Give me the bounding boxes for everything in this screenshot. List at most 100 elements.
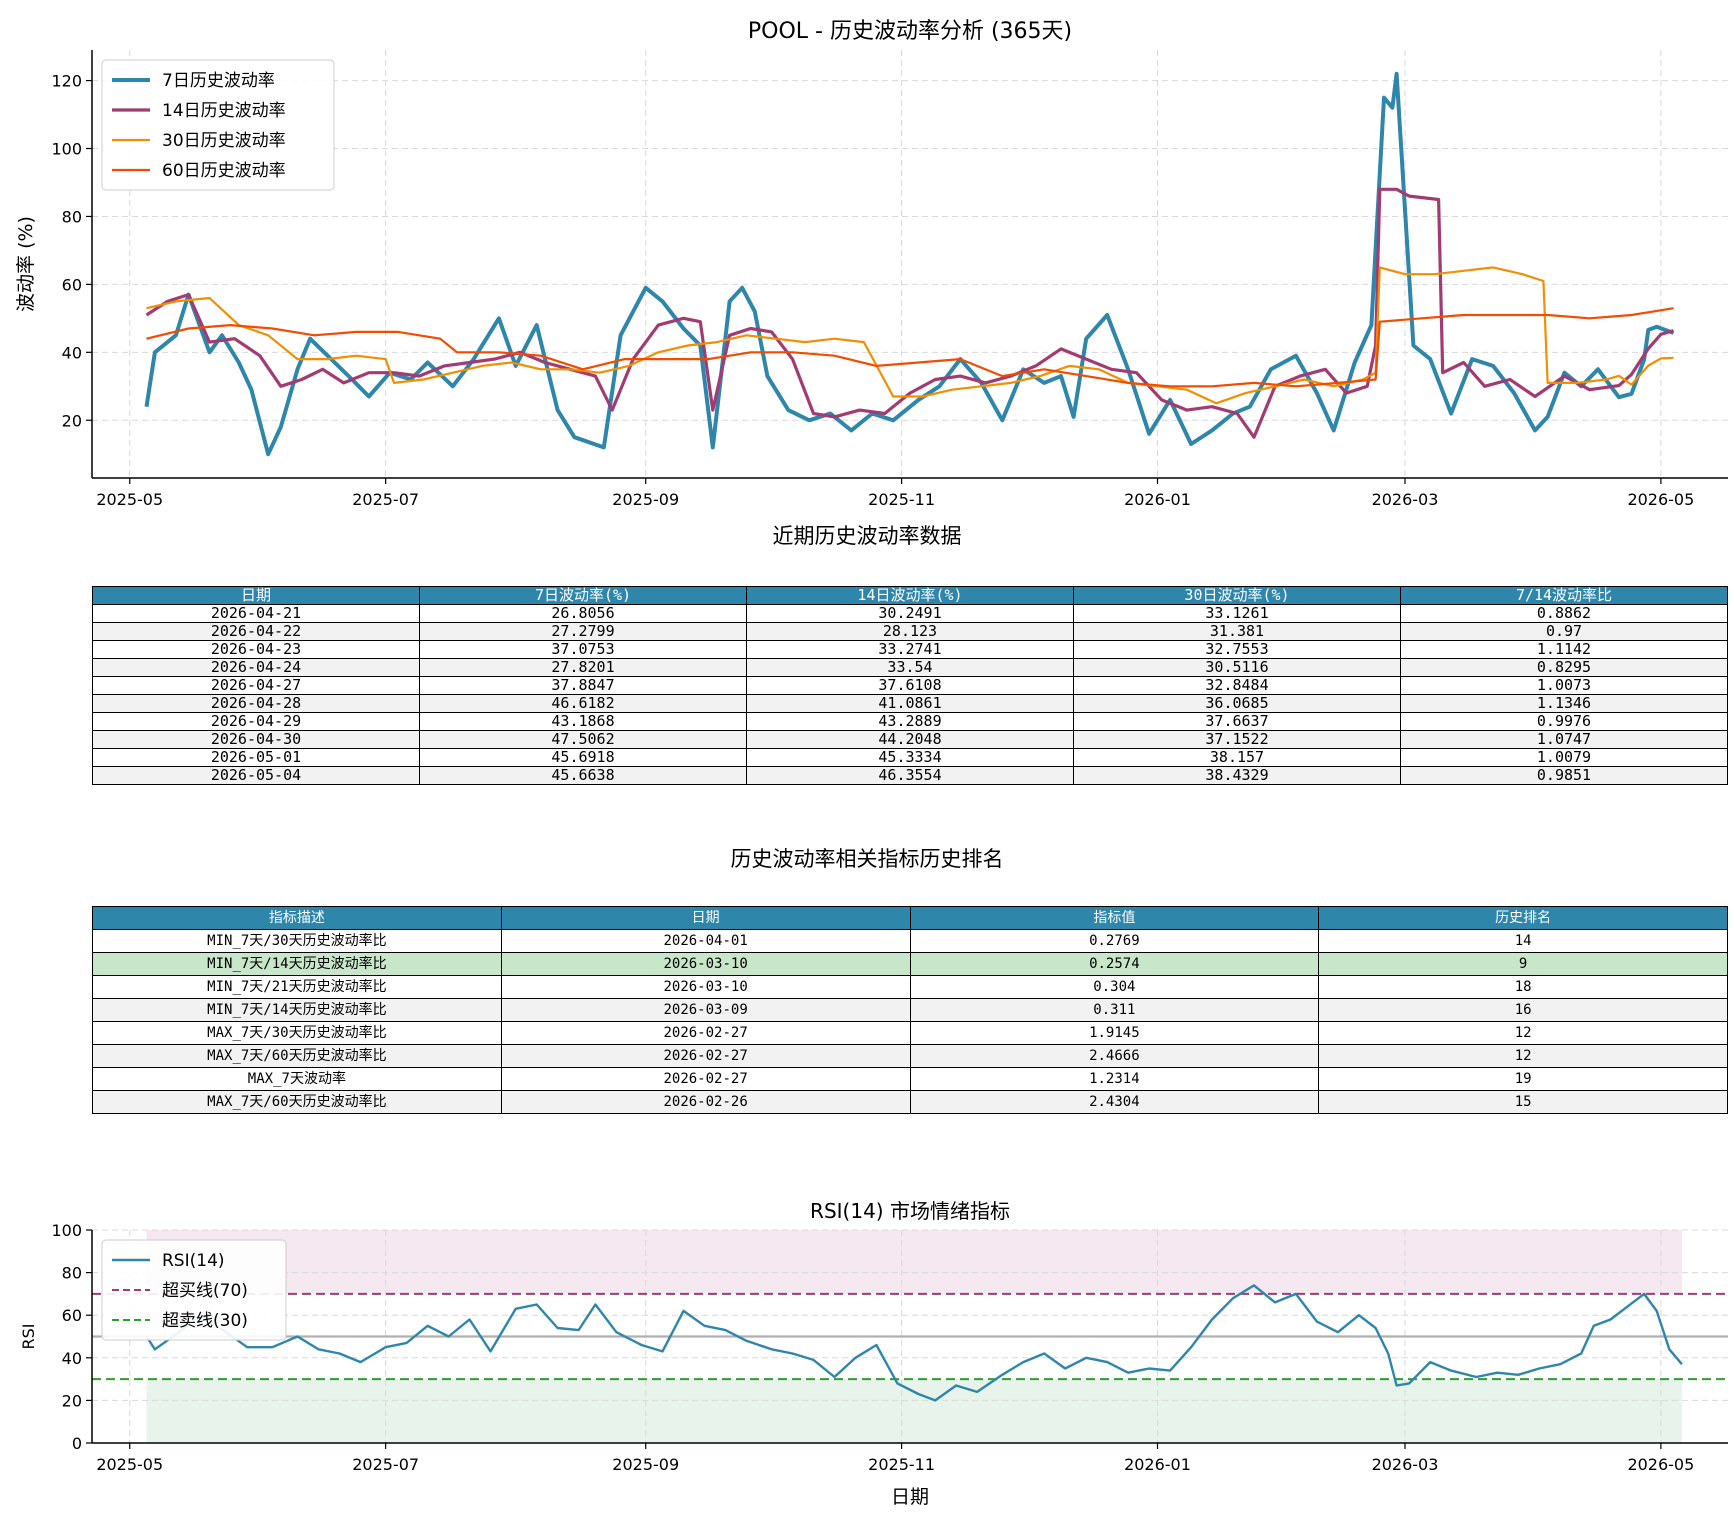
legend-label: 60日历史波动率 bbox=[162, 161, 286, 181]
table1-header-cell: 30日波动率(%) bbox=[1073, 586, 1401, 605]
x-tick-label: 2025-05 bbox=[96, 490, 163, 509]
table1-cell: 27.8201 bbox=[419, 658, 747, 677]
table-row: MAX_7天/60天历史波动率比 2026-02-26 2.4304 15 bbox=[92, 1090, 1728, 1114]
table1-cell: 30.2491 bbox=[746, 604, 1074, 623]
x-tick-label: 2026-01 bbox=[1124, 1455, 1191, 1474]
table1-cell: 1.1346 bbox=[1400, 694, 1728, 713]
x-tick-label: 2026-01 bbox=[1124, 490, 1191, 509]
table2-cell: 2026-02-27 bbox=[500, 1044, 911, 1068]
table1-title: 近期历史波动率数据 bbox=[772, 524, 962, 548]
table2-cell: 18 bbox=[1318, 975, 1728, 999]
x-tick-label: 2026-05 bbox=[1627, 1455, 1694, 1474]
y-tick-label: 0 bbox=[72, 1434, 82, 1453]
table2-cell: 2026-03-09 bbox=[500, 998, 911, 1022]
table1-header-cell: 14日波动率(%) bbox=[746, 586, 1074, 605]
table1-cell: 38.157 bbox=[1073, 748, 1401, 767]
x-tick-label: 2025-07 bbox=[352, 490, 419, 509]
table1-cell: 37.0753 bbox=[419, 640, 747, 659]
table1-cell: 43.1868 bbox=[419, 712, 747, 731]
ranking-table: 指标描述 日期 指标值 历史排名 MIN_7天/30天历史波动率比 2026-04-01… bbox=[92, 906, 1728, 1114]
table1-cell: 2026-05-01 bbox=[92, 748, 420, 767]
table1-cell: 0.97 bbox=[1400, 622, 1728, 641]
legend-label: 超卖线(30) bbox=[162, 1311, 248, 1331]
chart-title: RSI(14) 市场情绪指标 bbox=[810, 1199, 1010, 1223]
table-row: 2026-05-01 45.6918 45.3334 38.157 1.0079 bbox=[92, 748, 1728, 767]
hv14-series-line bbox=[145, 187, 1674, 439]
x-axis-label: 日期 bbox=[891, 1486, 929, 1508]
x-tick-label: 2026-03 bbox=[1372, 1455, 1439, 1474]
table2-cell: 0.2574 bbox=[909, 952, 1320, 976]
table1-cell: 47.5062 bbox=[419, 730, 747, 749]
table2-cell: 12 bbox=[1318, 1044, 1728, 1068]
table2-cell: 19 bbox=[1318, 1067, 1728, 1091]
table2-cell: 15 bbox=[1318, 1090, 1728, 1114]
x-tick-label: 2025-07 bbox=[352, 1455, 419, 1474]
legend-label: 超买线(70) bbox=[162, 1281, 248, 1301]
table1-cell: 36.0685 bbox=[1073, 694, 1401, 713]
table2-cell: 0.2769 bbox=[909, 929, 1320, 953]
table2-cell: MAX_7天/30天历史波动率比 bbox=[92, 1021, 502, 1045]
oversold-zone bbox=[146, 1379, 1682, 1443]
legend-box bbox=[101, 59, 335, 191]
table1-cell: 44.2048 bbox=[746, 730, 1074, 749]
table1-cell: 2026-04-28 bbox=[92, 694, 420, 713]
table2-cell: MIN_7天/21天历史波动率比 bbox=[92, 975, 502, 999]
table1-cell: 2026-04-29 bbox=[92, 712, 420, 731]
table2-cell: 2026-04-01 bbox=[500, 929, 911, 953]
y-tick-label: 60 bbox=[62, 1306, 82, 1325]
table1-cell: 0.8862 bbox=[1400, 604, 1728, 623]
y-tick-label: 40 bbox=[62, 343, 82, 362]
y-tick-label: 20 bbox=[62, 411, 82, 430]
table1-cell: 26.8056 bbox=[419, 604, 747, 623]
table1-cell: 45.3334 bbox=[746, 748, 1074, 767]
table2-cell: 2026-02-26 bbox=[500, 1090, 911, 1114]
table-row: 2026-04-24 27.8201 33.54 30.5116 0.8295 bbox=[92, 658, 1728, 677]
table-row: 2026-04-21 26.8056 30.2491 33.1261 0.8862 bbox=[92, 604, 1728, 623]
table1-cell: 41.0861 bbox=[746, 694, 1074, 713]
y-tick-label: 120 bbox=[51, 72, 82, 91]
table2-cell: MAX_7天/60天历史波动率比 bbox=[92, 1044, 502, 1068]
table1-cell: 37.6637 bbox=[1073, 712, 1401, 731]
table-row: MAX_7天波动率 2026-02-27 1.2314 19 bbox=[92, 1067, 1728, 1091]
table-row: 2026-05-04 45.6638 46.3554 38.4329 0.9851 bbox=[92, 766, 1728, 785]
y-tick-label: 80 bbox=[62, 1264, 82, 1283]
table1-cell: 2026-04-24 bbox=[92, 658, 420, 677]
y-tick-label: 100 bbox=[51, 1221, 82, 1240]
legend-label: 7日历史波动率 bbox=[162, 71, 275, 91]
hv60-series-line bbox=[146, 307, 1674, 388]
legend-label: 14日历史波动率 bbox=[162, 101, 286, 121]
table2-cell: 12 bbox=[1318, 1021, 1728, 1045]
table1-cell: 2026-04-27 bbox=[92, 676, 420, 695]
x-tick-label: 2026-03 bbox=[1372, 490, 1439, 509]
table2-cell: 2026-02-27 bbox=[500, 1021, 911, 1045]
table1-cell: 31.381 bbox=[1073, 622, 1401, 641]
table1-cell: 1.0747 bbox=[1400, 730, 1728, 749]
legend-label: RSI(14) bbox=[162, 1251, 225, 1271]
table1-cell: 37.8847 bbox=[419, 676, 747, 695]
chart-title: POOL - 历史波动率分析 (365天) bbox=[748, 19, 1072, 44]
x-tick-label: 2025-05 bbox=[96, 1455, 163, 1474]
table1-cell: 37.6108 bbox=[746, 676, 1074, 695]
table2-cell: 14 bbox=[1318, 929, 1728, 953]
table1-cell: 46.6182 bbox=[419, 694, 747, 713]
table2-cell: 1.9145 bbox=[909, 1021, 1320, 1045]
table1-header-cell: 7日波动率(%) bbox=[419, 586, 747, 605]
table-row: MIN_7天/14天历史波动率比 2026-03-10 0.2574 9 bbox=[92, 952, 1728, 976]
table1-cell: 45.6638 bbox=[419, 766, 747, 785]
table1-cell: 0.9976 bbox=[1400, 712, 1728, 731]
table2-cell: MAX_7天波动率 bbox=[92, 1067, 502, 1091]
y-tick-label: 100 bbox=[51, 140, 82, 159]
table2-cell: 0.311 bbox=[909, 998, 1320, 1022]
y-tick-label: 40 bbox=[62, 1349, 82, 1368]
recent-volatility-table: 日期 7日波动率(%) 14日波动率(%) 30日波动率(%) 7/14波动率比 202… bbox=[92, 586, 1728, 785]
overbought-zone bbox=[146, 1230, 1682, 1294]
legend-box bbox=[101, 1239, 287, 1341]
table2-cell: MAX_7天/60天历史波动率比 bbox=[92, 1090, 502, 1114]
table2-cell: MIN_7天/30天历史波动率比 bbox=[92, 929, 502, 953]
table1-cell: 33.2741 bbox=[746, 640, 1074, 659]
y-tick-label: 60 bbox=[62, 275, 82, 294]
table1-cell: 2026-05-04 bbox=[92, 766, 420, 785]
table2-header-cell: 历史排名 bbox=[1318, 906, 1728, 930]
table1-cell: 2026-04-21 bbox=[92, 604, 420, 623]
table1-cell: 37.1522 bbox=[1073, 730, 1401, 749]
